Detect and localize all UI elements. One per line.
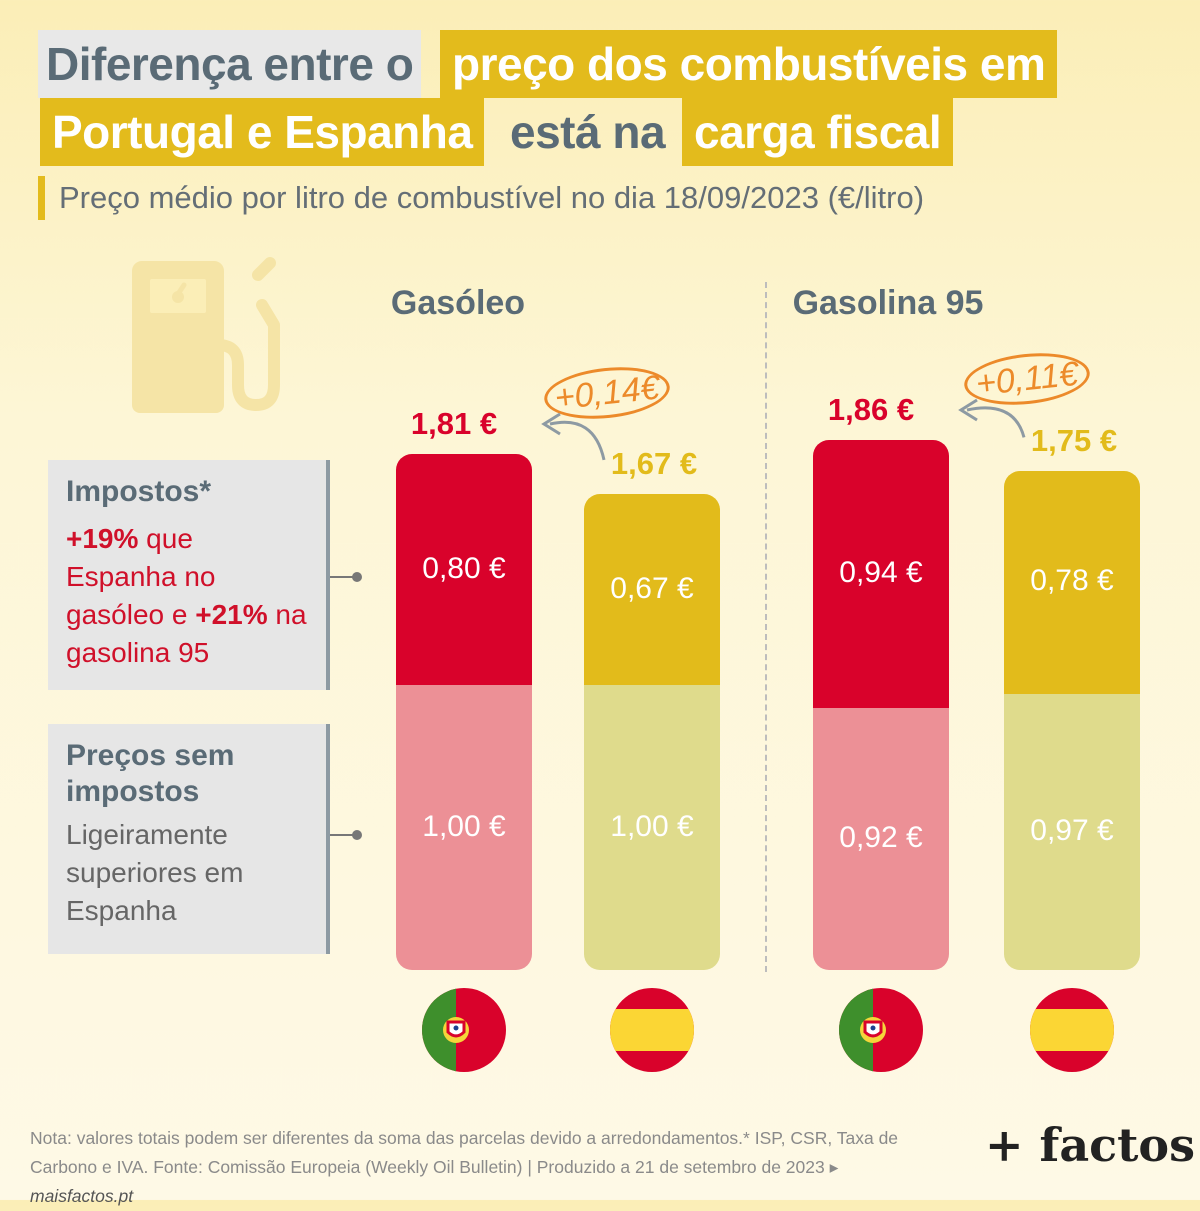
bar-pretax-label: 1,00 €	[610, 809, 694, 843]
legend-taxes-dot	[352, 572, 362, 582]
panel-title-gasolina: Gasolina 95	[792, 284, 984, 322]
bar-tax-label: 0,94 €	[839, 555, 923, 589]
bar-tax-segment	[813, 439, 949, 708]
bar-total-label: 1,75 €	[1030, 423, 1118, 459]
bar-1-1	[1004, 471, 1140, 970]
bar-pretax-label: 0,92 €	[839, 820, 923, 854]
legend-pretax-title: Preços sem impostos	[66, 739, 235, 808]
bar-pretax-segment	[1004, 693, 1140, 970]
bar-pretax-label: 1,00 €	[422, 809, 506, 843]
legend-pretax-connector	[330, 834, 356, 836]
legend-pretax-desc: Ligeiramente superiores em Espanha	[66, 819, 244, 926]
panel-divider	[765, 282, 767, 972]
subtitle: Preço médio por litro de combustível no …	[38, 176, 924, 220]
spain-flag-icon	[610, 988, 694, 1072]
panel-title-gasoleo: Gasóleo	[390, 284, 526, 322]
bar-tax-label: 0,80 €	[422, 551, 506, 585]
bar-0-1	[584, 494, 720, 970]
bar-tax-segment	[396, 454, 532, 685]
legend-taxes: Impostos* +19% que Espanha no gasóleo e …	[48, 460, 330, 690]
legend-pretax-dot	[352, 830, 362, 840]
bar-total-label: 1,67 €	[610, 446, 698, 482]
legend-taxes-connector	[330, 576, 356, 578]
bar-pretax-segment	[584, 684, 720, 970]
source-link[interactable]: maisfactos.pt	[30, 1186, 134, 1206]
curved-arrow-icon	[541, 412, 606, 461]
bar-tax-segment	[1004, 471, 1140, 694]
fuel-pump-icon	[132, 257, 280, 413]
source-note: Nota: valores totais podem ser diferente…	[30, 1128, 899, 1206]
logo: + factos	[985, 1118, 1195, 1172]
bar-total-label: 1,86 €	[827, 391, 915, 427]
bar-pretax-label: 0,97 €	[1030, 813, 1114, 847]
legend-taxes-desc: +19% que Espanha no gasóleo e +21% na ga…	[66, 523, 307, 668]
title-line1-part2: preço dos combustíveis em	[440, 30, 1058, 98]
bar-1-0	[813, 439, 949, 970]
bar-tax-segment	[584, 494, 720, 685]
legend-pretax: Preços sem impostos Ligeiramente superio…	[48, 724, 330, 954]
bar-pretax-segment	[813, 707, 949, 970]
title-line2-part2: está na	[510, 106, 666, 158]
curved-arrow-icon	[958, 398, 1026, 438]
bar-total-label: 1,81 €	[410, 406, 498, 442]
spain-flag-icon	[1030, 988, 1114, 1072]
bar-pretax-segment	[396, 684, 532, 970]
legend-taxes-title: Impostos*	[66, 475, 212, 508]
title-line2-part1: Portugal e Espanha	[40, 98, 485, 166]
title-line2-part3: carga fiscal	[682, 98, 954, 166]
bar-tax-label: 0,67 €	[610, 571, 694, 605]
bar-0-0	[396, 454, 532, 970]
title-line1-part1: Diferença entre o	[38, 30, 422, 98]
portugal-flag-icon	[839, 988, 923, 1072]
portugal-flag-icon	[422, 988, 506, 1072]
bar-tax-label: 0,78 €	[1030, 564, 1114, 598]
